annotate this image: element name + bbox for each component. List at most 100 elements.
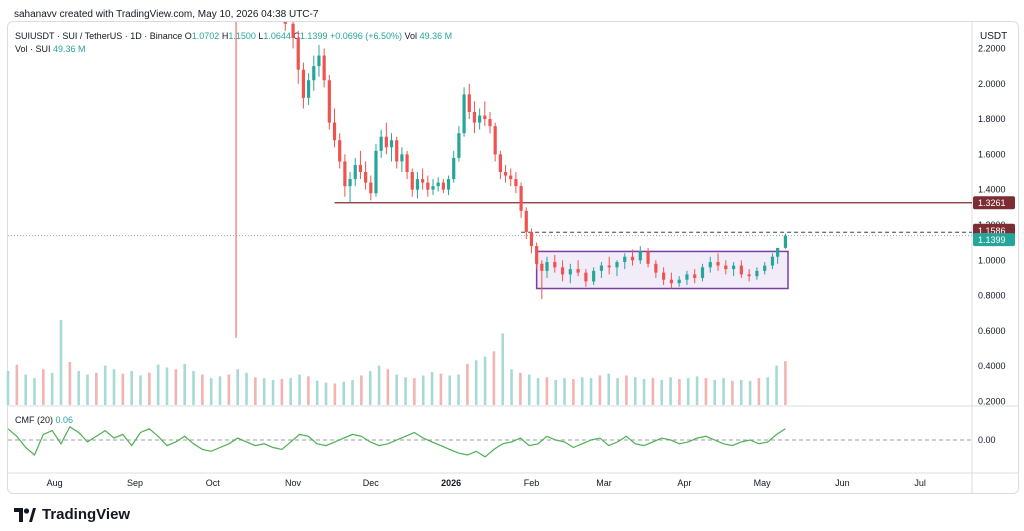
volume-legend[interactable]: Vol · SUI 49.36 M [15, 44, 86, 54]
volume-bar [245, 372, 248, 405]
volume-bar [103, 365, 107, 405]
volume-bar [130, 371, 133, 405]
volume-bar [121, 373, 125, 405]
close-label: C [293, 31, 300, 41]
x-tick-label: Apr [677, 478, 691, 488]
volume-bar [527, 374, 531, 405]
candle-body [431, 186, 435, 190]
candle-body [654, 263, 658, 273]
symbol-legend[interactable]: SUIUSDT · SUI / TetherUS · 1D · Binance … [15, 31, 452, 41]
x-tick-label: Oct [206, 478, 221, 488]
volume-bar [209, 378, 213, 405]
chart-frame [7, 21, 1019, 494]
volume-bar [439, 373, 443, 405]
volume-bar [218, 376, 222, 405]
candle-body [524, 210, 528, 233]
candle-body [615, 262, 619, 268]
candle-body [405, 154, 409, 173]
volume-bar [271, 379, 275, 405]
volume-bar [501, 333, 505, 405]
y-tick-label: 0.6000 [978, 326, 1006, 336]
volume-bar [607, 373, 611, 405]
candle-body [446, 179, 451, 190]
volume-bar [307, 376, 310, 405]
volume-bar [139, 375, 142, 405]
volume-bar [333, 383, 337, 405]
high-value: 1.1500 [228, 31, 256, 41]
candle-body [384, 136, 388, 148]
volume-bar [315, 380, 319, 405]
low-value: 1.0644 [263, 31, 291, 41]
candle-body [638, 251, 642, 261]
volume-bar [545, 377, 549, 405]
y-tick-label: 2.0000 [978, 79, 1006, 89]
candle-body [488, 119, 492, 127]
candle-body [478, 115, 482, 123]
y-tick-label: 0.4000 [978, 361, 1006, 371]
candle-body [607, 265, 611, 268]
candle-body [296, 37, 300, 70]
candle-body [700, 267, 705, 278]
x-tick-label: Jun [835, 478, 850, 488]
candle-body [395, 140, 399, 162]
volume-bar [616, 378, 619, 405]
y-tick-label: 1.4000 [978, 185, 1006, 195]
candle-body [529, 232, 534, 247]
volume-bar [554, 379, 558, 405]
x-tick-label: Feb [524, 478, 540, 488]
price-chart[interactable]: 2.20002.00001.80001.60001.40001.20001.00… [0, 0, 1024, 500]
credit-line: sahanavv created with TradingView.com, M… [14, 9, 319, 20]
candle-body [400, 154, 404, 162]
x-tick-label: Nov [285, 478, 302, 488]
x-tick-label: Aug [47, 478, 63, 488]
volume-bar [483, 356, 487, 405]
volume-bar [86, 374, 89, 405]
volume-bar [660, 379, 664, 405]
volume-bar [50, 372, 54, 405]
volume-bar [519, 372, 522, 405]
volume-bar [589, 378, 593, 405]
tradingview-logo-icon [14, 507, 36, 522]
volume-bar [572, 379, 575, 405]
candle-body [535, 246, 539, 264]
volume-bar [77, 371, 80, 405]
volume-bar [280, 379, 284, 405]
y-tick-label: 0.8000 [978, 291, 1006, 301]
candle-body [514, 179, 518, 187]
volume-bar [492, 351, 496, 405]
volume-bar [686, 378, 690, 405]
tradingview-logo-text: TradingView [42, 506, 131, 523]
volume-bar [298, 374, 301, 405]
volume-bar [262, 378, 266, 405]
cmf-legend[interactable]: CMF (20) 0.06 [15, 415, 73, 425]
volume-bar [24, 374, 27, 405]
volume-bar [351, 379, 354, 405]
volume-bar [42, 369, 45, 405]
candle-body [739, 265, 743, 275]
volume-bar [633, 377, 637, 405]
volume-bar [324, 382, 328, 405]
volume-bar [766, 377, 770, 405]
candle-body [421, 179, 425, 183]
candle-body [322, 55, 326, 81]
candle-body [472, 112, 477, 123]
x-tick-label: Sep [127, 478, 143, 488]
candle-body [348, 179, 352, 187]
price-label-level [973, 196, 1015, 210]
candle-body [540, 263, 544, 271]
volume-bar [413, 378, 416, 405]
tradingview-logo[interactable]: TradingView [14, 506, 130, 523]
price-label-text: 1.1586 [978, 226, 1006, 236]
candle-body [283, 22, 287, 24]
candle-body [353, 164, 357, 180]
candle-body [677, 279, 681, 284]
volume-bar [183, 363, 186, 405]
volume-bar [536, 378, 540, 405]
volume-bar [236, 369, 239, 405]
candle-body [576, 269, 580, 273]
candle-body [716, 262, 720, 266]
candle-body [291, 23, 295, 38]
candle-body [364, 172, 368, 183]
candle-body [553, 262, 557, 268]
candle-body [498, 154, 502, 173]
